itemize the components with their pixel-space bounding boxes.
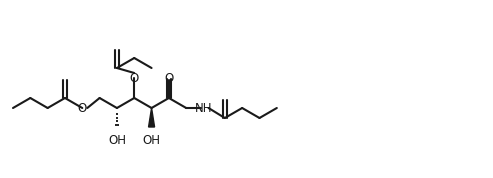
Text: O: O <box>78 101 87 114</box>
Text: O: O <box>164 72 174 85</box>
Text: O: O <box>130 72 139 85</box>
Text: OH: OH <box>142 134 161 147</box>
Polygon shape <box>148 108 155 127</box>
Text: OH: OH <box>108 134 126 147</box>
Text: NH: NH <box>195 101 212 114</box>
